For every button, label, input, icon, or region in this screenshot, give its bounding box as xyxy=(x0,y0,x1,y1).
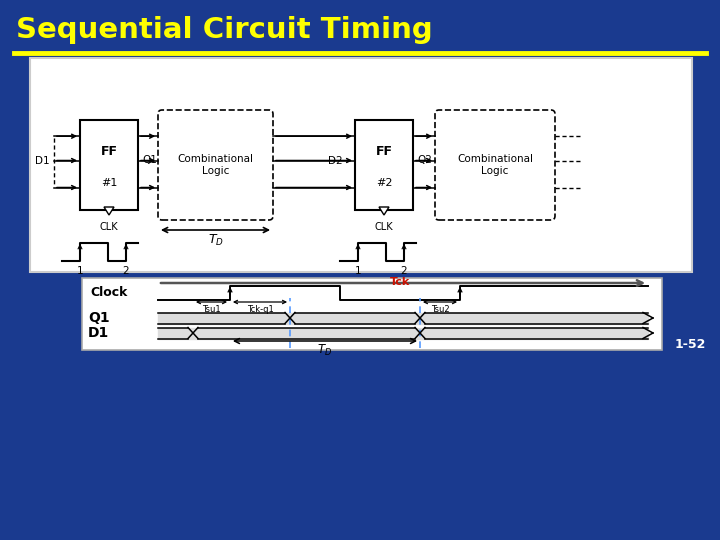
Text: Combinational
Logic: Combinational Logic xyxy=(178,154,253,176)
FancyBboxPatch shape xyxy=(435,110,555,220)
Text: Clock: Clock xyxy=(90,287,127,300)
FancyBboxPatch shape xyxy=(158,110,273,220)
Text: Sequential Circuit Timing: Sequential Circuit Timing xyxy=(16,16,433,44)
Text: CLK: CLK xyxy=(374,222,393,232)
Text: #1: #1 xyxy=(101,178,117,188)
Text: Q2: Q2 xyxy=(418,156,433,165)
Text: D1: D1 xyxy=(35,156,49,165)
Text: 1-52: 1-52 xyxy=(675,338,706,350)
Text: 1: 1 xyxy=(77,266,84,276)
Text: 2: 2 xyxy=(401,266,408,276)
Polygon shape xyxy=(104,207,114,215)
Text: FF: FF xyxy=(101,145,117,158)
Text: Tsu1: Tsu1 xyxy=(202,305,220,314)
Text: 2: 2 xyxy=(122,266,130,276)
Text: Tck-q1: Tck-q1 xyxy=(247,305,274,314)
Text: FF: FF xyxy=(376,145,392,158)
Text: D1: D1 xyxy=(88,326,109,340)
Text: $T_D$: $T_D$ xyxy=(318,343,333,358)
Polygon shape xyxy=(158,313,648,323)
Text: Tck: Tck xyxy=(390,277,410,287)
Text: Tsu2: Tsu2 xyxy=(431,305,449,314)
Text: D2: D2 xyxy=(328,156,342,165)
Bar xyxy=(82,278,662,350)
Polygon shape xyxy=(158,327,648,339)
Text: Q1: Q1 xyxy=(88,311,109,325)
Polygon shape xyxy=(379,207,389,215)
Bar xyxy=(80,120,138,210)
Text: Q1: Q1 xyxy=(143,156,158,165)
Text: 1: 1 xyxy=(355,266,361,276)
Bar xyxy=(30,58,692,272)
Bar xyxy=(355,120,413,210)
Text: $T_D$: $T_D$ xyxy=(207,233,223,248)
Text: CLK: CLK xyxy=(99,222,118,232)
Text: Combinational
Logic: Combinational Logic xyxy=(457,154,533,176)
Text: #2: #2 xyxy=(376,178,392,188)
